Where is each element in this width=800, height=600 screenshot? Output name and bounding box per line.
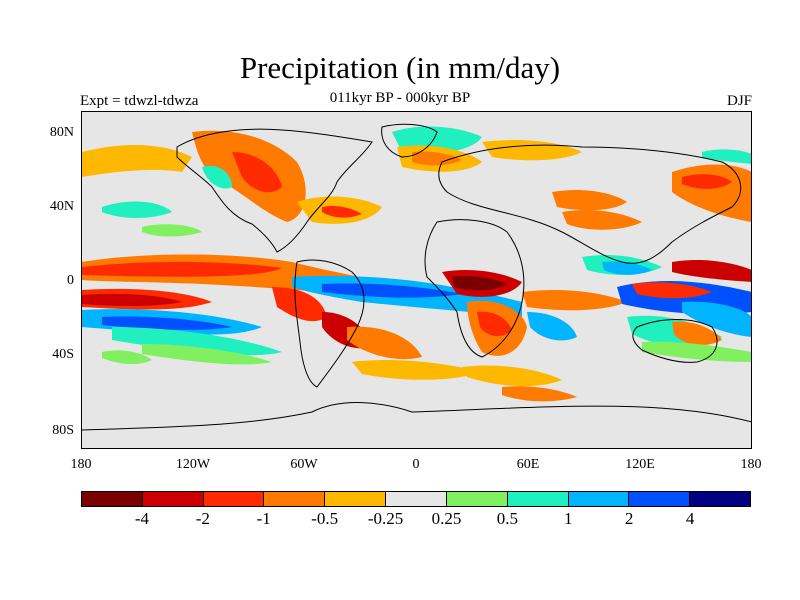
anomaly-patch [502, 386, 577, 402]
lon-tick-180-right: 180 [740, 457, 762, 472]
lon-tick-120w: 120W [175, 457, 211, 472]
coastline-north-america [176, 128, 373, 253]
lon-tick-120e: 120E [625, 457, 655, 472]
lon-tick-60e: 60E [516, 457, 540, 472]
legend-swatch [264, 492, 326, 506]
legend-swatch [629, 492, 691, 506]
anomaly-patch [352, 360, 482, 380]
anomaly-patch [602, 261, 652, 275]
lat-tick-80n: 80N [49, 125, 74, 140]
anomaly-patch [102, 201, 172, 218]
experiment-label: Expt = tdwzl-tdwza [80, 93, 199, 109]
legend-label: 4 [685, 509, 695, 528]
lon-tick-60w: 60W [290, 457, 318, 472]
legend-label: -4 [134, 509, 149, 528]
coastline-eurasia [438, 144, 742, 264]
anomaly-patch [522, 290, 627, 311]
anomaly-patch [477, 311, 512, 337]
anomaly-patch [462, 365, 562, 387]
legend-swatch [142, 492, 204, 506]
legend-swatch [507, 492, 569, 506]
legend-label: 1 [564, 509, 573, 528]
precipitation-anomaly-fields [82, 126, 751, 402]
anomaly-patch [682, 174, 732, 189]
anomaly-patch [142, 344, 272, 365]
legend-swatch [690, 492, 750, 506]
anomaly-patch [347, 326, 422, 360]
anomaly-patch [672, 321, 722, 346]
anomaly-patch [482, 140, 582, 161]
legend-swatch [82, 492, 143, 506]
color-legend-bar [81, 491, 751, 507]
anomaly-patch [682, 301, 751, 337]
coastline-greenland [381, 123, 438, 158]
map-canvas [82, 123, 751, 431]
anomaly-patch [82, 293, 182, 307]
legend-swatch [446, 492, 508, 506]
anomaly-patch [552, 190, 627, 211]
page-title: Precipitation (in mm/day) [239, 50, 561, 85]
anomaly-patch [82, 261, 282, 277]
anomaly-patch [232, 152, 282, 193]
legend-swatch [325, 492, 387, 506]
legend-swatch [568, 492, 630, 506]
season-label: DJF [726, 93, 752, 109]
legend-swatch [386, 492, 447, 506]
coastline-australia [632, 319, 718, 363]
anomaly-patch [412, 151, 462, 166]
precipitation-map [81, 111, 752, 449]
anomaly-patch [82, 145, 192, 177]
anomaly-patch [672, 260, 751, 282]
anomaly-patch [322, 283, 462, 298]
legend-label: -0.5 [311, 509, 339, 528]
anomaly-patch [272, 287, 327, 322]
anomaly-patch [452, 275, 507, 291]
legend-label: 2 [624, 509, 634, 528]
anomaly-patch [202, 165, 232, 189]
map-subtitle: 011kyr BP - 000kyr BP [329, 90, 471, 106]
anomaly-patch [142, 224, 202, 237]
anomaly-patch [562, 210, 642, 230]
legend-label: -2 [195, 509, 210, 528]
lat-tick-0: 0 [67, 273, 74, 288]
anomaly-patch [702, 149, 751, 164]
lat-tick-40s: 40S [52, 347, 74, 362]
lat-tick-80s: 80S [52, 423, 74, 438]
coastline-antarctica [82, 402, 751, 431]
legend-label: -1 [256, 509, 271, 528]
coastline-africa [424, 219, 525, 358]
legend-label: 0.5 [496, 509, 518, 528]
anomaly-patch [322, 205, 362, 218]
anomaly-patch [112, 327, 282, 356]
anomaly-patch [527, 312, 577, 341]
lon-tick-180-left: 180 [70, 457, 92, 472]
anomaly-patch [102, 316, 232, 330]
lat-tick-40n: 40N [49, 199, 74, 214]
legend-label: -0.25 [367, 509, 404, 528]
legend-swatch [203, 492, 265, 506]
coastline-south-america [294, 259, 365, 388]
anomaly-patch [632, 282, 712, 299]
legend-label: 0.25 [431, 509, 462, 528]
anomaly-patch [102, 350, 152, 365]
anomaly-patch [642, 341, 751, 362]
lon-tick-0: 0 [412, 457, 420, 472]
coastlines [82, 123, 751, 431]
